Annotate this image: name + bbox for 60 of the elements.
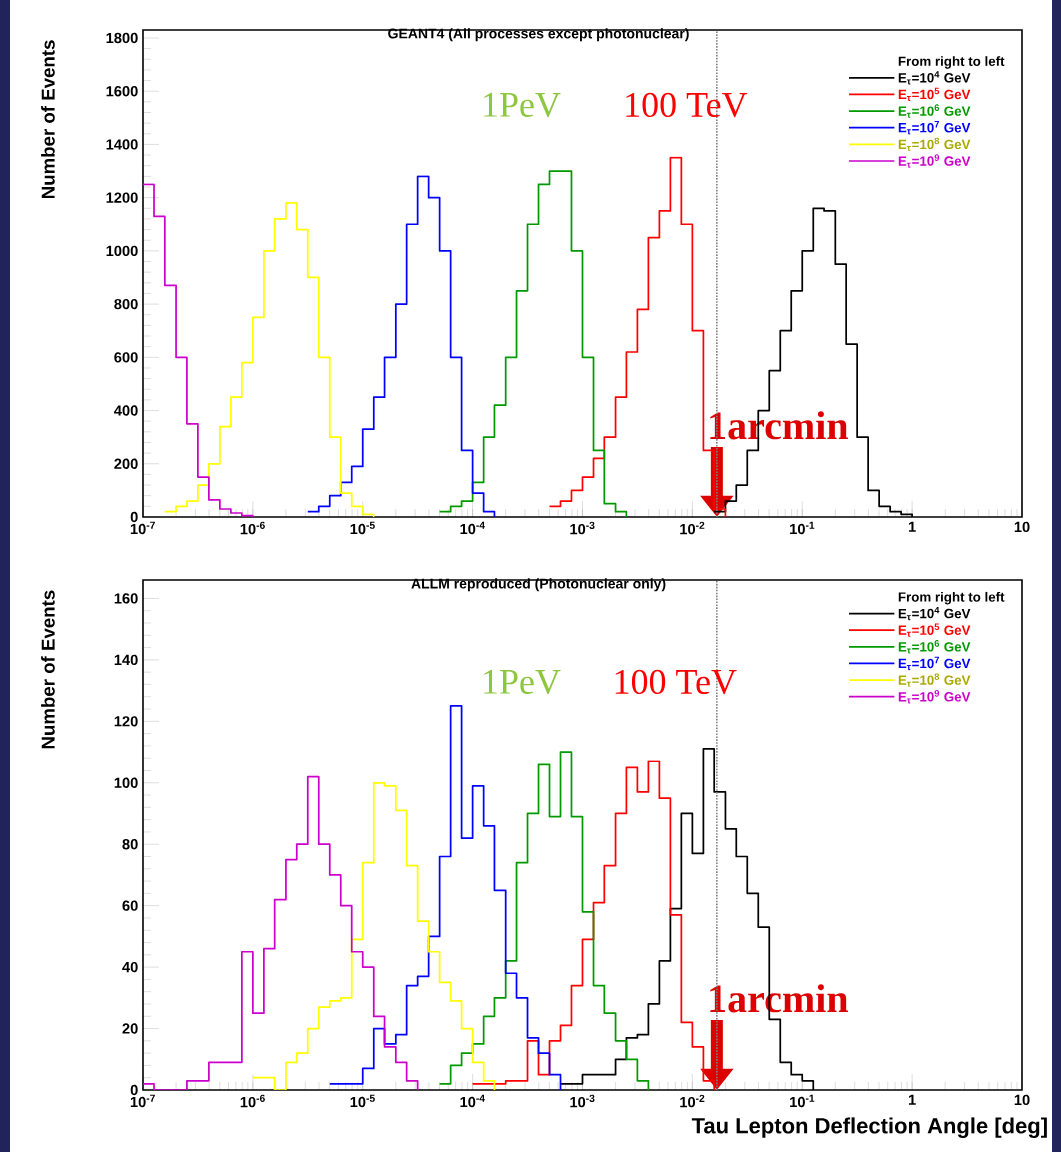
y-tick-label: 60 <box>122 900 138 911</box>
legend-label: E$_{τ}$=10$^{5}$ GeV <box>898 87 971 102</box>
y-tick-label: 100 <box>114 777 138 788</box>
chart-title: GEANT4 (All processes except photonuclear) <box>388 28 689 42</box>
x-tick-label: 10$^{-7}$ <box>130 1094 155 1108</box>
legend-label: E$_{τ}$=10$^{6}$ GeV <box>898 104 971 118</box>
x-tick-label: 10$^{-1}$ <box>790 1094 815 1108</box>
x-axis-title: Tau Lepton Deflection Angle [deg] <box>691 1117 1047 1138</box>
chart-title: ALLM reproduced (Photonuclear only) <box>411 578 666 592</box>
x-tick-label: 10$^{-1}$ <box>790 521 815 535</box>
annotation: 100 TeV <box>626 92 748 118</box>
annotation: 1PeV <box>484 92 561 118</box>
x-tick-label: 10$^{-6}$ <box>240 1094 265 1108</box>
x-tick-label: 10$^{-3}$ <box>570 1094 595 1108</box>
y-tick-label: 0 <box>130 511 138 523</box>
y-tick-label: 400 <box>114 405 138 416</box>
legend-label: E$_{τ}$=10$^{9}$ GeV <box>898 690 971 704</box>
legend-label: E$_{τ}$=10$^{7}$ GeV <box>898 656 971 671</box>
x-tick-label: 1 <box>908 521 916 532</box>
x-tick-label: 10$^{-2}$ <box>680 521 705 535</box>
x-tick-label: 10 <box>1014 521 1030 533</box>
y-tick-label: 120 <box>114 716 138 727</box>
y-tick-label: 1200 <box>106 192 138 203</box>
legend-title: From right to left <box>898 56 1005 69</box>
y-tick-label: 0 <box>130 1084 138 1096</box>
x-tick-label: 10$^{-4}$ <box>460 521 485 535</box>
legend-label: E$_{τ}$=10$^{7}$ GeV <box>898 121 971 135</box>
x-tick-label: 10$^{-2}$ <box>680 1094 705 1108</box>
legend-label: E$_{τ}$=10$^{8}$ GeV <box>898 673 971 687</box>
y-tick-label: 140 <box>114 654 138 666</box>
annotation: 100 TeV <box>615 669 737 695</box>
x-tick-label: 10$^{-4}$ <box>460 1094 485 1108</box>
y-tick-label: 1600 <box>106 86 138 97</box>
x-tick-label: 1 <box>908 1094 916 1105</box>
y-tick-label: 20 <box>122 1023 138 1034</box>
legend-label: E$_{τ}$=10$^{6}$ GeV <box>898 640 971 654</box>
y-tick-label: 1400 <box>106 139 138 150</box>
legend-label: E$_{τ}$=10$^{4}$ GeV <box>898 71 971 85</box>
x-tick-label: 10$^{-6}$ <box>240 521 265 535</box>
x-tick-label: 10$^{-5}$ <box>350 1094 375 1108</box>
legend-label: E$_{τ}$=10$^{9}$ GeV <box>898 154 971 168</box>
y-tick-label: 40 <box>122 961 138 973</box>
y-tick-label: 80 <box>122 839 138 850</box>
x-tick-label: 10 <box>1014 1094 1030 1106</box>
y-tick-label: 1000 <box>106 245 138 257</box>
y-tick-label: 200 <box>114 458 138 469</box>
y-tick-label: 1800 <box>106 32 138 44</box>
y-tick-label: 600 <box>114 352 138 363</box>
x-tick-label: 10$^{-3}$ <box>570 521 595 535</box>
y-axis-title: Number of Events <box>41 590 55 749</box>
legend-label: E$_{τ}$=10$^{4}$ GeV <box>898 606 971 621</box>
x-tick-label: 10$^{-7}$ <box>130 521 155 535</box>
legend-label: E$_{τ}$=10$^{8}$ GeV <box>898 137 971 152</box>
y-tick-label: 160 <box>114 593 138 604</box>
y-axis-title: Number of Events <box>41 40 55 199</box>
legend-label: E$_{τ}$=10$^{5}$ GeV <box>898 623 971 637</box>
x-tick-label: 10$^{-5}$ <box>350 521 375 535</box>
legend-title: From right to left <box>898 591 1005 605</box>
annotation: 1PeV <box>484 669 561 695</box>
y-tick-label: 800 <box>114 298 138 310</box>
